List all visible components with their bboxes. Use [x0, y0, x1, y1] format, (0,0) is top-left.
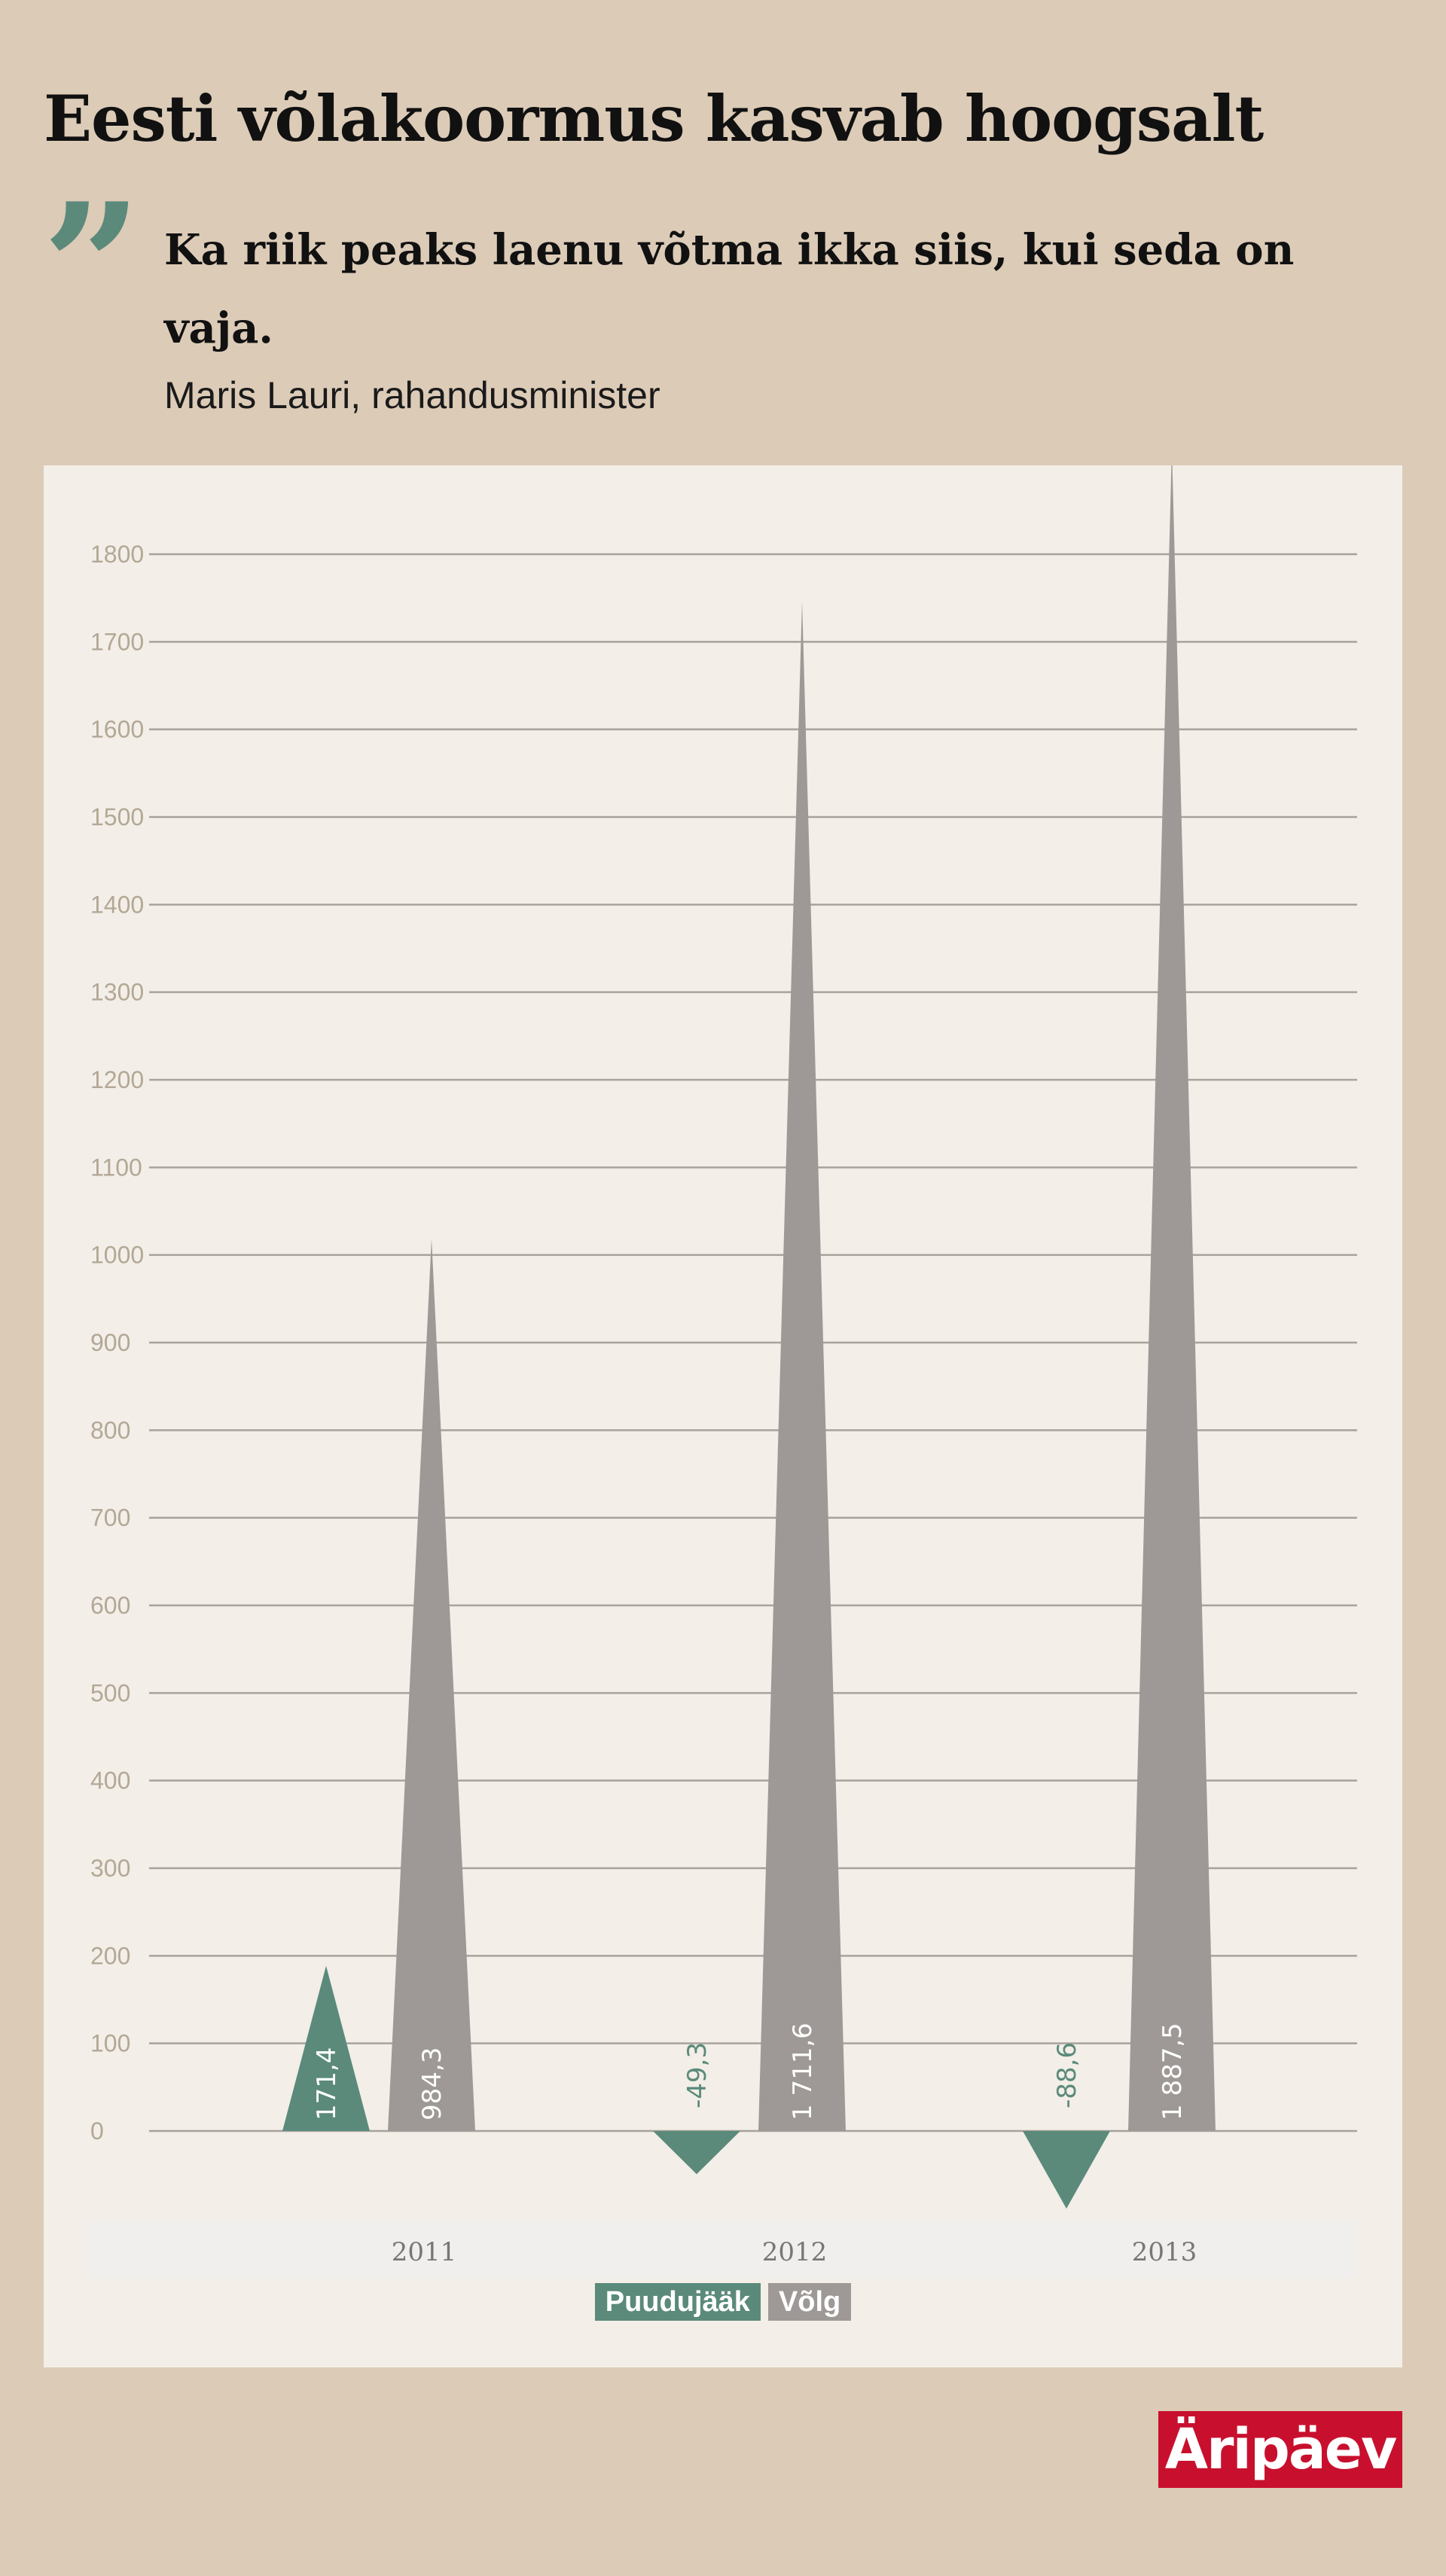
x-tick-label: 2011 [392, 2237, 457, 2267]
y-tick-label: 1000 [90, 1242, 144, 1269]
quote-author: Maris Lauri, rahandusminister [164, 374, 660, 416]
y-tick-label: 400 [90, 1767, 130, 1794]
y-tick-label: 900 [90, 1329, 130, 1356]
x-tick-label: 2013 [1132, 2237, 1197, 2267]
chart-panel: 0 100 200 300 400 500 600 700 800 900 1000 1100 1200… [44, 465, 1402, 2367]
data-label: 984,3 [417, 2047, 447, 2120]
page-title: Eesti võlakoormus kasvab hoogsalt [44, 81, 1264, 156]
y-tick-label: 1200 [90, 1066, 144, 1093]
x-axis-strip [87, 2221, 1357, 2279]
legend: Puudujääk Võlg [44, 2283, 1402, 2321]
quote-mark-icon: ” [42, 166, 142, 369]
x-tick-label: 2012 [762, 2237, 828, 2267]
y-tick-label: 100 [90, 2030, 130, 2057]
chart: 0 100 200 300 400 500 600 700 800 900 1000 1100 1200… [90, 465, 1357, 2267]
legend-item-volg[interactable]: Võlg [767, 2283, 852, 2321]
y-tick-label: 500 [90, 1679, 130, 1706]
y-tick-label: 1800 [90, 541, 144, 568]
aripaev-logo: Äripäev [1158, 2411, 1402, 2488]
data-label: 171,4 [312, 2047, 342, 2120]
y-tick-label: 1700 [90, 628, 144, 655]
y-tick-label: 700 [90, 1504, 130, 1532]
bar-volg-2013 [1128, 465, 1216, 2131]
y-tick-label: 600 [90, 1592, 130, 1619]
bar-puudujaak-2012 [653, 2131, 740, 2175]
y-tick-label: 1400 [90, 891, 144, 918]
bar-volg-2012 [758, 601, 846, 2132]
data-label: 1 887,5 [1158, 2023, 1188, 2120]
y-tick-label: 1300 [90, 979, 144, 1006]
y-tick-label: 1100 [90, 1154, 142, 1181]
y-tick-label: 1500 [90, 803, 144, 831]
y-tick-label: 0 [90, 2117, 104, 2145]
bar-puudujaak-2011 [282, 1965, 370, 2131]
quote-text: Ka riik peaks laenu võtma ikka siis, kui… [164, 225, 1295, 353]
bar-puudujaak-2013 [1023, 2131, 1110, 2209]
legend-item-puudujaak[interactable]: Puudujääk [594, 2283, 761, 2321]
y-tick-label: 1600 [90, 716, 144, 743]
bar-volg-2011 [388, 1238, 475, 2131]
y-tick-label: 300 [90, 1855, 130, 1882]
data-label: -88,6 [1052, 2042, 1082, 2108]
y-tick-label: 200 [90, 1942, 130, 1969]
data-label: 1 711,6 [788, 2023, 818, 2120]
data-label: -49,3 [682, 2042, 712, 2108]
y-tick-label: 800 [90, 1416, 130, 1443]
